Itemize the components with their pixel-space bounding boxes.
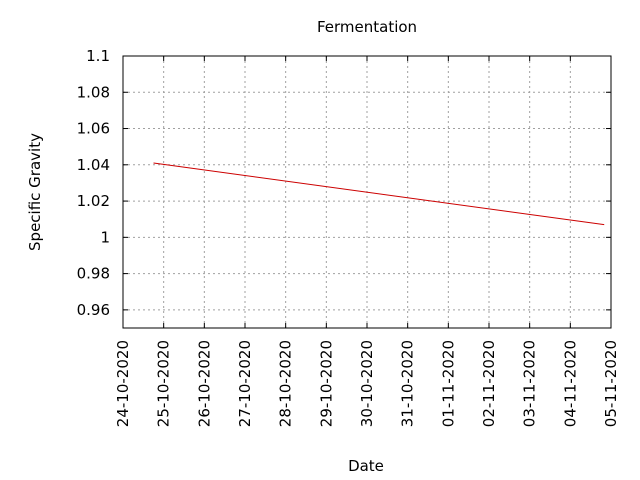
x-tick-label: 29-10-2020: [317, 340, 335, 427]
y-axis-label: Specific Gravity: [26, 133, 44, 251]
x-tick-label: 05-11-2020: [602, 340, 620, 427]
x-tick-label: 24-10-2020: [114, 340, 132, 427]
ticks-layer: 24-10-2020 25-10-2020 26-10-2020 27-10-2020…: [77, 47, 620, 427]
y-tick-label: 0.96: [77, 301, 110, 319]
y-tick-label: 1.06: [77, 120, 110, 138]
x-tick-label: 26-10-2020: [195, 340, 213, 427]
x-tick-label: 25-10-2020: [155, 340, 173, 427]
x-tick-label: 04-11-2020: [561, 340, 579, 427]
x-axis-label: Date: [348, 457, 384, 475]
y-tick-label: 0.98: [77, 265, 110, 283]
x-tick-label: 02-11-2020: [480, 340, 498, 427]
series-layer: [153, 162, 605, 226]
x-tick-label: 03-11-2020: [521, 340, 539, 427]
x-tick-label: 31-10-2020: [399, 340, 417, 427]
x-tick-label: 30-10-2020: [358, 340, 376, 427]
x-tick-label: 01-11-2020: [439, 340, 457, 427]
series-line: [153, 162, 605, 226]
y-tick-label: 1.02: [77, 192, 110, 210]
chart-title: Fermentation: [317, 18, 417, 36]
y-tick-label: 1.04: [77, 156, 110, 174]
x-tick-label: 27-10-2020: [236, 340, 254, 427]
y-tick-label: 1.08: [77, 83, 110, 101]
grid-layer: [123, 55, 611, 328]
x-tick-label: 28-10-2020: [277, 340, 295, 427]
y-tick-label: 1.1: [86, 47, 110, 65]
y-tick-label: 1: [100, 228, 110, 246]
